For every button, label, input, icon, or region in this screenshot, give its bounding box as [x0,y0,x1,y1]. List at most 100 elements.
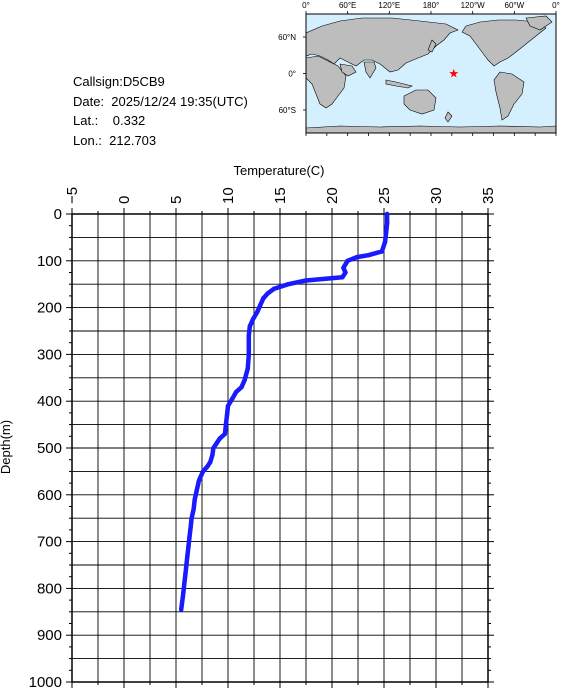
data-point [187,534,192,540]
data-point [247,324,253,329]
data-point [210,452,215,458]
data-point [324,276,329,281]
data-point [340,274,345,280]
y-tick-label: 800 [37,580,62,597]
y-tick-label: 100 [37,253,62,270]
map-labels: 0° 60°E 120°E 180° 120°W 60°W 0° 60°N 0° 60°S [278,1,560,115]
data-point [345,258,350,263]
temperature-profile-line [178,211,390,612]
map-lon-label: 120°W [461,1,486,10]
series-group [178,211,390,612]
data-point [258,303,263,308]
data-point [194,487,199,493]
south-america-land [493,71,525,121]
y-tick-label: 300 [37,346,62,363]
data-point [250,317,256,322]
y-tick-label: 600 [37,487,62,504]
y-axis-title: Depth(m) [0,420,13,474]
data-point [234,389,239,395]
map-land [306,15,556,133]
arabia-land [339,63,357,77]
data-point [379,249,385,254]
data-point [261,296,266,301]
map-lat-label: 0° [288,70,296,79]
x-tick-label: 35 [480,187,497,204]
antarctica-land [306,125,556,133]
map-lat-label: 60°N [278,33,296,42]
data-point [242,377,247,383]
y-tick-label: 500 [37,440,62,457]
chart-grid [72,214,488,682]
map-lon-label: 60°E [339,1,356,10]
station-info: Callsign:D5CB9 Date: 2025/12/24 19:35(UT… [73,72,248,150]
map-lon-label: 180° [423,1,440,10]
australia-land [403,89,437,115]
map-lon-label: 120°E [378,1,400,10]
data-point [265,291,270,296]
data-point [185,553,190,558]
data-point [182,581,187,586]
data-point [224,413,230,418]
map-lon-label: 60°W [505,1,525,10]
callsign-text: Callsign:D5CB9 [73,74,165,89]
data-point [239,384,244,390]
longitude-text: Lon.: 212.703 [73,132,157,148]
x-tick-label: 5 [168,196,185,204]
y-tick-label: 1000 [29,674,62,690]
latitude-text: Lat.: 0.332 [73,113,146,128]
data-point [211,445,216,451]
map-lat-label: 60°S [279,106,296,115]
greenland-land [525,15,553,31]
data-point [382,239,388,245]
x-tick-labels: −5 0 5 10 15 20 25 30 35 [64,187,497,204]
x-tick-label: 25 [376,187,393,204]
data-point [191,506,196,512]
x-axis-title: Temperature(C) [233,163,324,178]
data-point [303,278,309,283]
data-point [200,469,206,474]
data-point [229,396,235,402]
map-lon-label: 0° [302,1,310,10]
data-point [179,607,184,612]
data-point [341,265,346,271]
data-point [186,544,191,549]
data-point [192,497,197,502]
data-point [217,436,222,441]
data-point [196,478,202,483]
map-lon-label: 0° [552,1,560,10]
data-point [183,572,188,577]
india-land [363,61,377,79]
minor-ticks [66,208,494,688]
y-tick-label: 700 [37,534,62,551]
data-point [245,366,250,371]
data-point [383,230,389,235]
x-tick-label: 30 [428,187,445,204]
japan-land [427,39,437,53]
data-point [181,590,186,596]
data-point [246,352,251,357]
data-point [205,464,210,469]
data-point [271,286,276,292]
data-point [286,282,291,287]
newzealand-land [444,111,453,123]
x-tick-label: 15 [272,187,289,204]
data-point [208,459,213,465]
date-text: Date: 2025/12/24 19:35(UTC) [73,93,248,109]
y-tick-label: 900 [37,627,62,644]
y-tick-label: 400 [37,393,62,410]
north-america-land [461,19,547,67]
data-point [222,431,228,437]
x-tick-label: 10 [220,187,237,204]
data-point [214,441,219,446]
data-point [254,310,260,315]
x-tick-label: 20 [324,187,341,204]
x-tick-label: −5 [64,187,81,204]
data-point [354,254,360,260]
y-tick-labels: 0 100 200 300 400 500 600 700 800 900 1000 [29,206,62,690]
y-tick-label: 0 [54,206,62,223]
data-point [225,403,231,409]
y-tick-label: 200 [37,300,62,317]
x-tick-label: 0 [116,196,133,204]
